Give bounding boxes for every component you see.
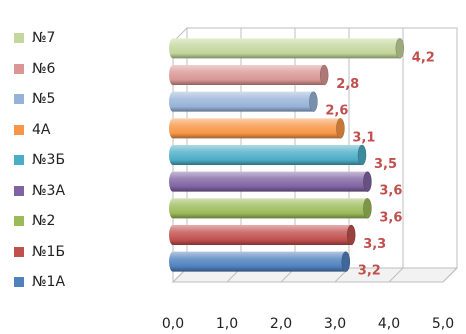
- legend-label: №3А: [32, 182, 66, 199]
- x-tick-label: 2,0: [270, 316, 292, 332]
- bars: [169, 38, 405, 272]
- legend-item: №2: [14, 211, 55, 231]
- legend-label: №5: [32, 91, 56, 107]
- bar-body: [169, 145, 366, 165]
- bar-4: [169, 171, 372, 192]
- x-axis-ticks: 0,0 1,0 2,0 3,0 4,0 5,0: [162, 316, 454, 332]
- bar-1: [169, 251, 351, 272]
- value-label: 3,1: [352, 130, 375, 145]
- legend-item: №7: [14, 28, 55, 48]
- bar-end-cap: [319, 64, 329, 86]
- x-tick-label: 4,0: [378, 316, 400, 332]
- legend-item: №5: [14, 89, 55, 109]
- bar-8: [169, 64, 329, 86]
- value-label: 3,6: [379, 210, 402, 225]
- legend-item: №3Б: [14, 150, 65, 170]
- legend-label: №3Б: [32, 152, 66, 168]
- bar-body: [169, 198, 372, 219]
- bar-9: [169, 38, 405, 59]
- bar-end-cap: [346, 224, 356, 246]
- bar-body: [169, 91, 318, 112]
- legend-swatch: [14, 155, 24, 165]
- bar-7: [169, 91, 318, 112]
- legend-item: №3А: [14, 181, 65, 201]
- x-tick-label: 0,0: [162, 316, 184, 332]
- value-label: 3,5: [374, 157, 397, 172]
- x-tick-label: 1,0: [216, 316, 238, 332]
- bar-end-cap: [363, 198, 372, 219]
- gridline: [388, 28, 404, 283]
- legend-swatch: [14, 246, 24, 257]
- legend-label: №2: [32, 213, 56, 229]
- value-label: 2,6: [325, 104, 348, 119]
- bar-body: [169, 251, 350, 272]
- bar-body: [169, 65, 329, 85]
- legend-item: 4А: [14, 120, 50, 140]
- legend-swatch: [14, 63, 24, 74]
- x-tick-label: 5,0: [432, 316, 454, 332]
- value-label: 4,2: [412, 50, 435, 65]
- legend-item: №6: [14, 59, 55, 79]
- legend-label: №1А: [32, 274, 66, 290]
- legend-label: №1Б: [32, 243, 66, 260]
- value-labels: 3,2 3,3 3,6 3,6 3,5 3,1 2,6 2,8 4,2: [325, 50, 434, 278]
- bar-3: [169, 198, 372, 219]
- legend-item: №1Б: [14, 242, 65, 262]
- bar-5: [169, 144, 367, 166]
- bar-end-cap: [395, 38, 405, 59]
- bar-body: [169, 225, 356, 245]
- bar-body: [169, 171, 372, 192]
- value-label: 3,2: [358, 264, 381, 279]
- legend-swatch: [14, 185, 24, 196]
- legend-swatch: [14, 33, 24, 43]
- gridline: [442, 28, 458, 283]
- bar-end-cap: [309, 91, 318, 112]
- bar-2: [169, 224, 356, 246]
- value-label: 3,6: [379, 184, 402, 199]
- value-label: 2,8: [336, 77, 359, 92]
- bar-body: [169, 38, 404, 59]
- legend-label: №7: [32, 30, 56, 46]
- legend-item: №1А: [14, 272, 65, 292]
- legend-swatch: [14, 124, 24, 135]
- value-label: 3,3: [363, 237, 386, 252]
- bar-6: [169, 118, 345, 139]
- bar-body: [169, 118, 345, 139]
- bar-end-cap: [357, 144, 367, 166]
- bar-end-cap: [341, 251, 351, 272]
- x-tick-label: 3,0: [324, 316, 346, 332]
- legend-swatch: [14, 277, 24, 287]
- legend-label: №6: [32, 60, 56, 77]
- legend-swatch: [14, 94, 24, 104]
- bar-end-cap: [336, 118, 345, 139]
- legend-label: 4А: [32, 121, 51, 138]
- bar-end-cap: [363, 171, 372, 192]
- legend-swatch: [14, 216, 24, 226]
